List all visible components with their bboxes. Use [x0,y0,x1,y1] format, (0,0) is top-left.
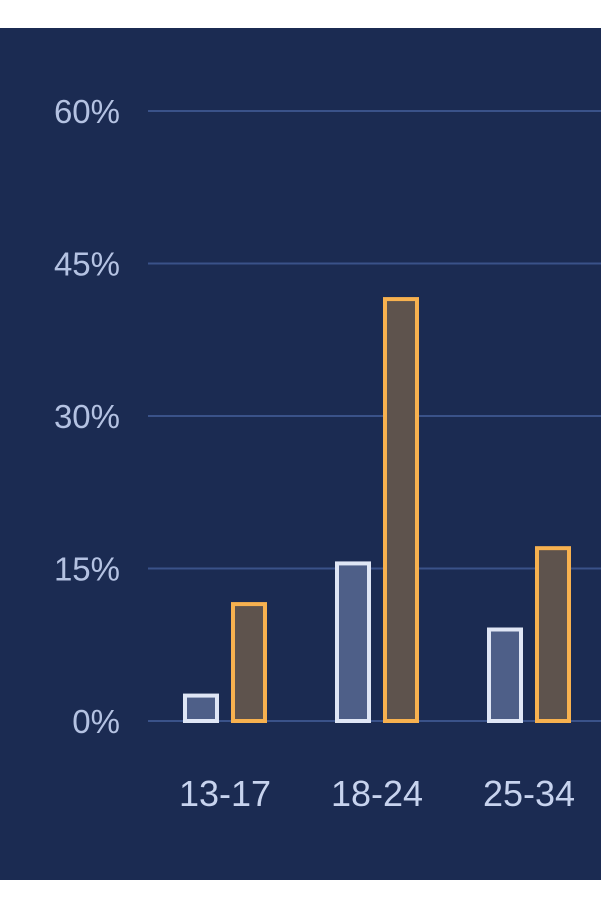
y-axis-ticks: 0% 15% 30% 45% 60% [54,93,120,740]
y-tick-label: 15% [54,551,120,588]
chart-panel [0,28,601,880]
x-axis-ticks: 13-17 18-24 25-34 [179,773,575,814]
bar-18-24-series-1 [335,561,371,724]
y-tick-label: 30% [54,398,120,435]
y-tick-label: 45% [54,246,120,283]
bar-25-34-series-2 [535,546,571,724]
bar-18-24-series-2 [383,297,419,723]
x-tick-label: 13-17 [179,773,271,814]
bar-25-34-series-1 [487,627,523,723]
gridlines [148,110,601,722]
bar-13-17-series-2 [231,602,267,723]
y-tick-label: 0% [72,703,120,740]
x-tick-label: 18-24 [331,773,423,814]
bars [183,297,571,724]
bar-13-17-series-1 [183,693,219,723]
y-tick-label: 60% [54,93,120,130]
x-tick-label: 25-34 [483,773,575,814]
